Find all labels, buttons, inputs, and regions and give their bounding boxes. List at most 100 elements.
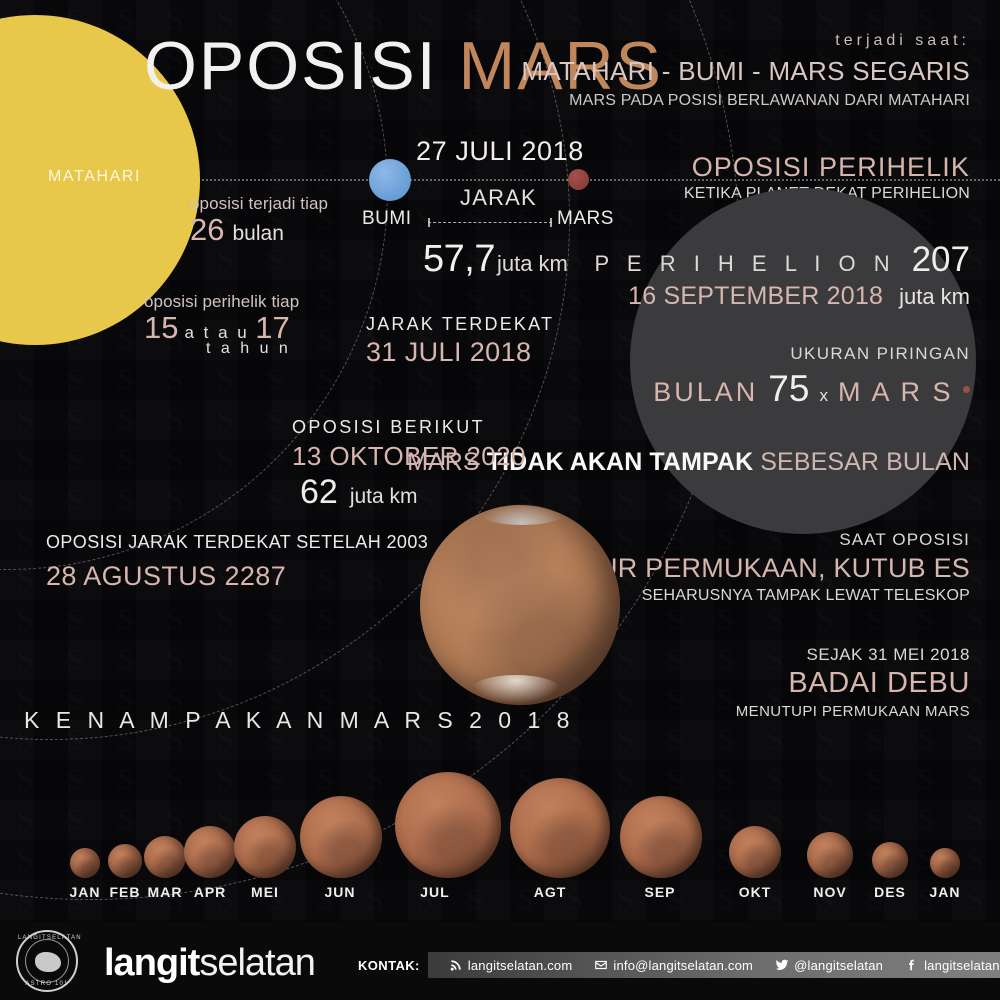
ecliptic-line — [130, 179, 1000, 181]
fact-15-line1: oposisi perihelik tiap — [144, 292, 300, 311]
distance-unit: juta km — [496, 251, 568, 276]
fact-15-unit: t a h u n — [206, 340, 291, 357]
badai-headline: BADAI DEBU — [788, 667, 970, 699]
perihelion-distance-unit: juta km — [899, 284, 970, 309]
fact-berikut-unit: juta km — [349, 485, 418, 508]
distance-measure-bar — [428, 218, 552, 227]
seal-top-text: LANGITSELATAN — [18, 935, 82, 941]
contact-item[interactable]: info@langitselatan.com — [583, 958, 764, 973]
tampak-statement: MARS TIDAK AKAN TAMPAK SEBESAR BULAN — [407, 448, 970, 477]
header-kicker: terjadi saat: — [835, 32, 970, 49]
fact-perihelic-interval: oposisi perihelik tiap 15 a t a u 17 t a… — [144, 292, 299, 358]
perihelik-title: OPOSISI PERIHELIK — [691, 152, 970, 182]
contact-label: KONTAK: — [358, 957, 420, 973]
langitselatan-seal-logo: LANGITSELATAN ASTRO 101 — [16, 930, 82, 992]
fact-26-number: 26 — [190, 212, 225, 247]
fact-26-unit: bulan — [232, 222, 284, 245]
series-item: JAN — [905, 848, 985, 900]
series-title: K E N A M P A K A N M A R S 2 0 1 8 — [24, 707, 575, 733]
series-month-label: JAN — [929, 884, 961, 900]
series-month-label: JAN — [69, 884, 101, 900]
series-item: JAN — [45, 848, 125, 900]
opposition-date: 27 JULI 2018 — [416, 136, 584, 166]
series-mars-disc — [144, 836, 186, 878]
tampak-part-b: TIDAK AKAN TAMPAK — [486, 448, 761, 476]
series-mars-disc — [620, 796, 702, 878]
fact-26-line1: oposisi terjadi tiap — [190, 194, 329, 213]
fitur-kicker: SAAT OPOSISI — [839, 530, 970, 549]
series-month-label: FEB — [109, 884, 141, 900]
series-item: APR — [170, 826, 250, 900]
piringan-times-symbol: x — [819, 386, 828, 405]
fact-closest-after-2003: OPOSISI JARAK TERDEKAT SETELAH 2003 28 A… — [46, 532, 428, 592]
perihelion-distance-number: 207 — [911, 240, 970, 279]
series-month-label: NOV — [813, 884, 847, 900]
series-item: JUN — [300, 796, 382, 900]
mars-label: MARS — [557, 208, 614, 229]
series-mars-disc — [510, 778, 610, 878]
fact-2287-value: 28 AGUSTUS 2287 — [46, 561, 287, 591]
piringan-mars-dot-icon — [963, 385, 970, 393]
series-month-label: DES — [874, 884, 906, 900]
series-item: FEB — [85, 844, 165, 900]
contact-item[interactable]: langitselatan — [894, 958, 1000, 973]
fact-15-number-1: 15 — [144, 310, 179, 345]
ukuran-piringan-block: UKURAN PIRINGAN BULAN 75 x M A R S — [653, 344, 970, 410]
fact-berikut-header: OPOSISI BERIKUT — [292, 417, 486, 437]
header-subtitle: MARS PADA POSISI BERLAWANAN DARI MATAHAR… — [569, 92, 970, 109]
fact-next-opposition: OPOSISI BERIKUT 13 OKTOBER 2020 62 juta … — [292, 417, 526, 512]
series-mars-disc — [300, 796, 382, 878]
series-month-label: SEP — [644, 884, 676, 900]
sun-label: MATAHARI — [48, 168, 142, 185]
piringan-ratio-number: 75 — [768, 368, 810, 409]
title-word-oposisi: OPOSISI — [144, 28, 438, 104]
badai-debu-block: SEJAK 31 MEI 2018 BADAI DEBU MENUTUPI PE… — [736, 645, 970, 720]
fact-berikut-number: 62 — [300, 473, 338, 511]
footer-bar: LANGITSELATAN ASTRO 101 langitselatan KO… — [0, 922, 1000, 1000]
series-item: MAR — [125, 836, 205, 900]
perihelion-date: 16 SEPTEMBER 2018 — [628, 282, 884, 310]
series-mars-disc — [930, 848, 960, 878]
series-mars-disc — [395, 772, 501, 878]
series-mars-disc — [184, 826, 236, 878]
series-item: MEI — [225, 816, 305, 900]
series-month-label: JUN — [324, 884, 356, 900]
series-mars-disc — [872, 842, 908, 878]
fact-15-number-2: 17 — [255, 310, 290, 345]
contact-text: info@langitselatan.com — [613, 957, 754, 973]
mars-north-haze — [480, 503, 564, 525]
fact-terdekat-header: JARAK TERDEKAT — [366, 314, 555, 334]
series-item: AGT — [510, 778, 610, 900]
contact-text: @langitselatan — [794, 957, 884, 973]
piringan-header: UKURAN PIRINGAN — [790, 344, 970, 363]
distance-number: 57,7 — [423, 238, 495, 280]
series-item: DES — [850, 842, 930, 900]
contact-item[interactable]: @langitselatan — [764, 958, 894, 973]
jarak-label: JARAK — [460, 185, 537, 210]
earth-label: BUMI — [362, 208, 412, 229]
mars-south-polar-cap — [472, 675, 560, 703]
series-mars-disc — [234, 816, 296, 878]
series-month-label: APR — [193, 884, 227, 900]
contact-item[interactable]: langitselatan.com — [438, 958, 584, 973]
series-month-label: MEI — [251, 884, 279, 900]
header-headline: MATAHARI - BUMI - MARS SEGARIS — [521, 56, 970, 86]
fitur-headline: FITUR PERMUKAAN, KUTUB ES — [556, 553, 970, 583]
badai-subtitle: MENUTUPI PERMUKAAN MARS — [735, 703, 970, 720]
brand-wordmark: langitselatan — [104, 942, 316, 985]
series-item: NOV — [790, 832, 870, 900]
facebook-icon — [905, 958, 919, 972]
page-title: OPOSISI MARS — [144, 27, 663, 105]
fact-terdekat-value: 31 JULI 2018 — [366, 337, 532, 367]
fact-2287-header: OPOSISI JARAK TERDEKAT SETELAH 2003 — [46, 532, 429, 552]
tampak-part-c: SEBESAR BULAN — [760, 448, 970, 476]
seal-bottom-text: ASTRO 101 — [25, 981, 69, 987]
brand-bold-part: langit — [104, 942, 200, 984]
mail-icon — [594, 958, 608, 972]
series-item: JUL — [395, 772, 501, 900]
badai-kicker: SEJAK 31 MEI 2018 — [806, 645, 970, 664]
fact-berikut-date: 13 OKTOBER 2020 — [292, 441, 526, 471]
earth-disc — [369, 159, 411, 201]
header-right-block: terjadi saat: MATAHARI - BUMI - MARS SEG… — [521, 32, 970, 110]
series-item: SEP — [620, 796, 702, 900]
